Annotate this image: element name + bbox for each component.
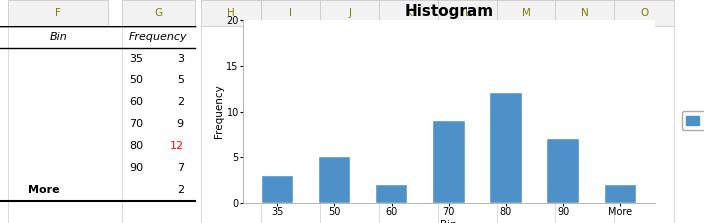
Text: 2: 2 (177, 185, 184, 195)
Bar (605, 185, 636, 203)
Text: Bin: Bin (49, 32, 68, 42)
Text: J: J (348, 8, 351, 18)
Bar (548, 139, 579, 203)
Bar (201, 0, 261, 26)
Text: O: O (640, 8, 648, 18)
Text: 60: 60 (130, 97, 144, 107)
Y-axis label: Frequency: Frequency (213, 85, 224, 138)
Text: G: G (154, 8, 163, 18)
Bar (614, 0, 674, 26)
Text: 12: 12 (170, 141, 184, 151)
Text: L: L (465, 8, 471, 18)
Bar (379, 0, 439, 26)
Bar (490, 93, 522, 203)
Text: N: N (581, 8, 589, 18)
Bar (320, 0, 380, 26)
Text: 50: 50 (130, 75, 144, 85)
Bar (260, 0, 321, 26)
Text: 90: 90 (130, 163, 144, 173)
Text: K: K (406, 8, 413, 18)
Text: 7: 7 (177, 163, 184, 173)
Bar (497, 0, 556, 26)
Text: 2: 2 (177, 97, 184, 107)
Text: H: H (227, 8, 235, 18)
X-axis label: Bin: Bin (441, 220, 457, 223)
Bar (319, 157, 350, 203)
Text: 3: 3 (177, 54, 184, 64)
Bar (262, 176, 293, 203)
Bar (438, 0, 498, 26)
Text: More: More (28, 185, 60, 195)
Text: M: M (522, 8, 531, 18)
Legend: Frequency: Frequency (682, 111, 704, 130)
Bar (433, 121, 465, 203)
Text: I: I (289, 8, 292, 18)
Bar (122, 0, 194, 26)
Text: 35: 35 (130, 54, 144, 64)
Text: F: F (56, 8, 61, 18)
Bar (555, 0, 615, 26)
Text: 70: 70 (130, 119, 144, 129)
Title: Histogram: Histogram (404, 4, 494, 19)
Text: 5: 5 (177, 75, 184, 85)
Text: Frequency: Frequency (129, 32, 188, 42)
Text: 9: 9 (177, 119, 184, 129)
Bar (8, 0, 108, 26)
Text: 80: 80 (130, 141, 144, 151)
Bar (376, 185, 408, 203)
